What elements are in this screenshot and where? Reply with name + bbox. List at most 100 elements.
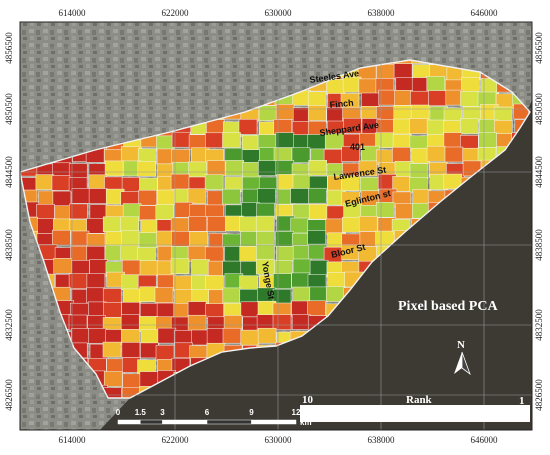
- parcel: [342, 216, 361, 233]
- y-tick-left-1: 4850500: [4, 93, 14, 125]
- parcel: [71, 188, 91, 204]
- parcel: [240, 301, 260, 318]
- parcel: [327, 272, 346, 288]
- parcel: [343, 117, 362, 134]
- parcel: [188, 216, 208, 232]
- parcel: [121, 230, 140, 247]
- parcel: [52, 190, 72, 207]
- parcel: [205, 132, 224, 149]
- parcel: [206, 328, 226, 344]
- parcel: [532, 358, 550, 373]
- map-frame: [19, 21, 533, 431]
- parcel: [139, 260, 159, 276]
- scale-label-2: 3: [160, 408, 165, 417]
- parcel: [393, 105, 413, 121]
- parcel: [102, 288, 122, 304]
- parcel: [139, 303, 159, 319]
- parcel: [205, 275, 224, 291]
- legend-title: Rank: [406, 394, 433, 406]
- parcel: [275, 231, 294, 247]
- parcel: [257, 188, 276, 204]
- parcel: [122, 203, 142, 219]
- parcel: [187, 314, 207, 331]
- parcel: [222, 327, 242, 344]
- parcel: [86, 273, 106, 289]
- scale-segment-2: [162, 419, 208, 425]
- y-tick-right-4: 4832500: [534, 309, 544, 341]
- scale-label-0: 0: [116, 408, 121, 417]
- parcel: [71, 328, 90, 344]
- parcel: [443, 132, 463, 148]
- parcel: [187, 245, 207, 262]
- parcel: [275, 104, 295, 120]
- parcel: [307, 300, 326, 316]
- parcel: [375, 230, 394, 247]
- parcel: [154, 287, 174, 303]
- parcel: [155, 204, 175, 220]
- parcel: [139, 316, 158, 332]
- parcel: [309, 286, 329, 303]
- parcel: [292, 286, 311, 303]
- scale-segment-3: [206, 419, 252, 425]
- y-tick-left-2: 4844500: [4, 156, 14, 188]
- y-tick-left-3: 4838500: [4, 229, 14, 261]
- y-tick-right-2: 4844500: [534, 156, 544, 188]
- scale-segment-1: [140, 419, 163, 425]
- parcel: [222, 188, 241, 205]
- y-tick-right-3: 4838500: [534, 229, 544, 261]
- parcel: [239, 275, 258, 291]
- parcel: [138, 232, 158, 248]
- scale-unit: km: [300, 418, 312, 427]
- parcel: [171, 231, 190, 247]
- parcel: [86, 245, 106, 262]
- parcel: [170, 258, 190, 274]
- parcel: [51, 175, 71, 191]
- parcel: [375, 132, 394, 148]
- parcel: [341, 146, 360, 162]
- parcel: [140, 342, 159, 359]
- parcel: [102, 341, 122, 358]
- x-tick-bottom-3: 638000: [368, 435, 396, 445]
- y-tick-left-5: 4826500: [4, 379, 14, 411]
- parcel: [292, 204, 311, 220]
- parcel: [309, 259, 329, 276]
- x-tick-bottom-2: 630000: [265, 435, 293, 445]
- parcel: [291, 147, 311, 163]
- parcel: [478, 132, 497, 148]
- parcel: [88, 188, 108, 204]
- street-401: 401: [350, 142, 365, 152]
- parcel: [88, 174, 107, 191]
- parcel: [307, 91, 327, 107]
- parcel: [239, 216, 258, 232]
- legend-max-label: 1: [519, 395, 525, 407]
- lake-ontario: [100, 100, 532, 430]
- parcel: [120, 216, 139, 233]
- parcel: [410, 104, 430, 121]
- parcel: [240, 329, 260, 346]
- parcel: [188, 161, 207, 178]
- parcel: [156, 302, 176, 319]
- parcel: [291, 121, 311, 137]
- parcel: [531, 64, 549, 79]
- parcel: [157, 327, 177, 344]
- y-ticks-right: 4856500 4850500 4844500 4838500 4832500 48265…: [534, 32, 544, 411]
- parcel: [376, 63, 395, 80]
- rank-legend: Rank 10 1: [300, 394, 530, 422]
- parcel: [239, 246, 258, 262]
- parcel: [222, 132, 241, 148]
- y-tick-right-5: 4826500: [534, 379, 544, 411]
- parcel: [255, 215, 275, 232]
- parcel: [206, 160, 226, 176]
- x-tick-top-4: 646000: [471, 8, 499, 18]
- parcel: [102, 216, 122, 233]
- parcel: [376, 119, 396, 135]
- parcel: [325, 218, 345, 235]
- parcel: [290, 217, 309, 234]
- parcel: [242, 162, 261, 178]
- parcel: [258, 160, 277, 176]
- parcel: [308, 187, 327, 204]
- parcel: [53, 258, 72, 274]
- parcel: [157, 189, 176, 206]
- parcel: [187, 301, 207, 317]
